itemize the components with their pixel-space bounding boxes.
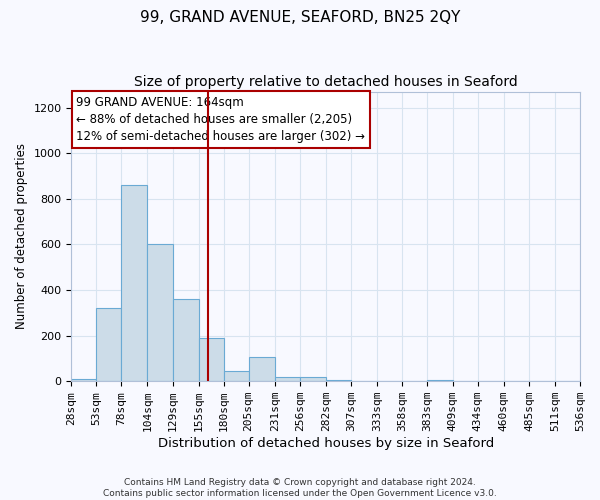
- Bar: [224, 371, 248, 381]
- Bar: [148, 244, 173, 381]
- Text: 99, GRAND AVENUE, SEAFORD, BN25 2QY: 99, GRAND AVENUE, SEAFORD, BN25 2QY: [140, 10, 460, 25]
- Bar: [326, 380, 351, 381]
- Title: Size of property relative to detached houses in Seaford: Size of property relative to detached ho…: [134, 75, 518, 89]
- Text: Contains HM Land Registry data © Crown copyright and database right 2024.
Contai: Contains HM Land Registry data © Crown c…: [103, 478, 497, 498]
- Bar: [427, 380, 453, 381]
- Bar: [173, 299, 199, 381]
- Bar: [299, 376, 326, 381]
- Bar: [199, 338, 224, 381]
- Bar: [248, 358, 275, 381]
- Bar: [71, 379, 97, 381]
- Bar: [97, 308, 121, 381]
- X-axis label: Distribution of detached houses by size in Seaford: Distribution of detached houses by size …: [158, 437, 494, 450]
- Y-axis label: Number of detached properties: Number of detached properties: [15, 144, 28, 330]
- Text: 99 GRAND AVENUE: 164sqm
← 88% of detached houses are smaller (2,205)
12% of semi: 99 GRAND AVENUE: 164sqm ← 88% of detache…: [76, 96, 365, 143]
- Bar: [275, 376, 299, 381]
- Bar: [121, 185, 148, 381]
